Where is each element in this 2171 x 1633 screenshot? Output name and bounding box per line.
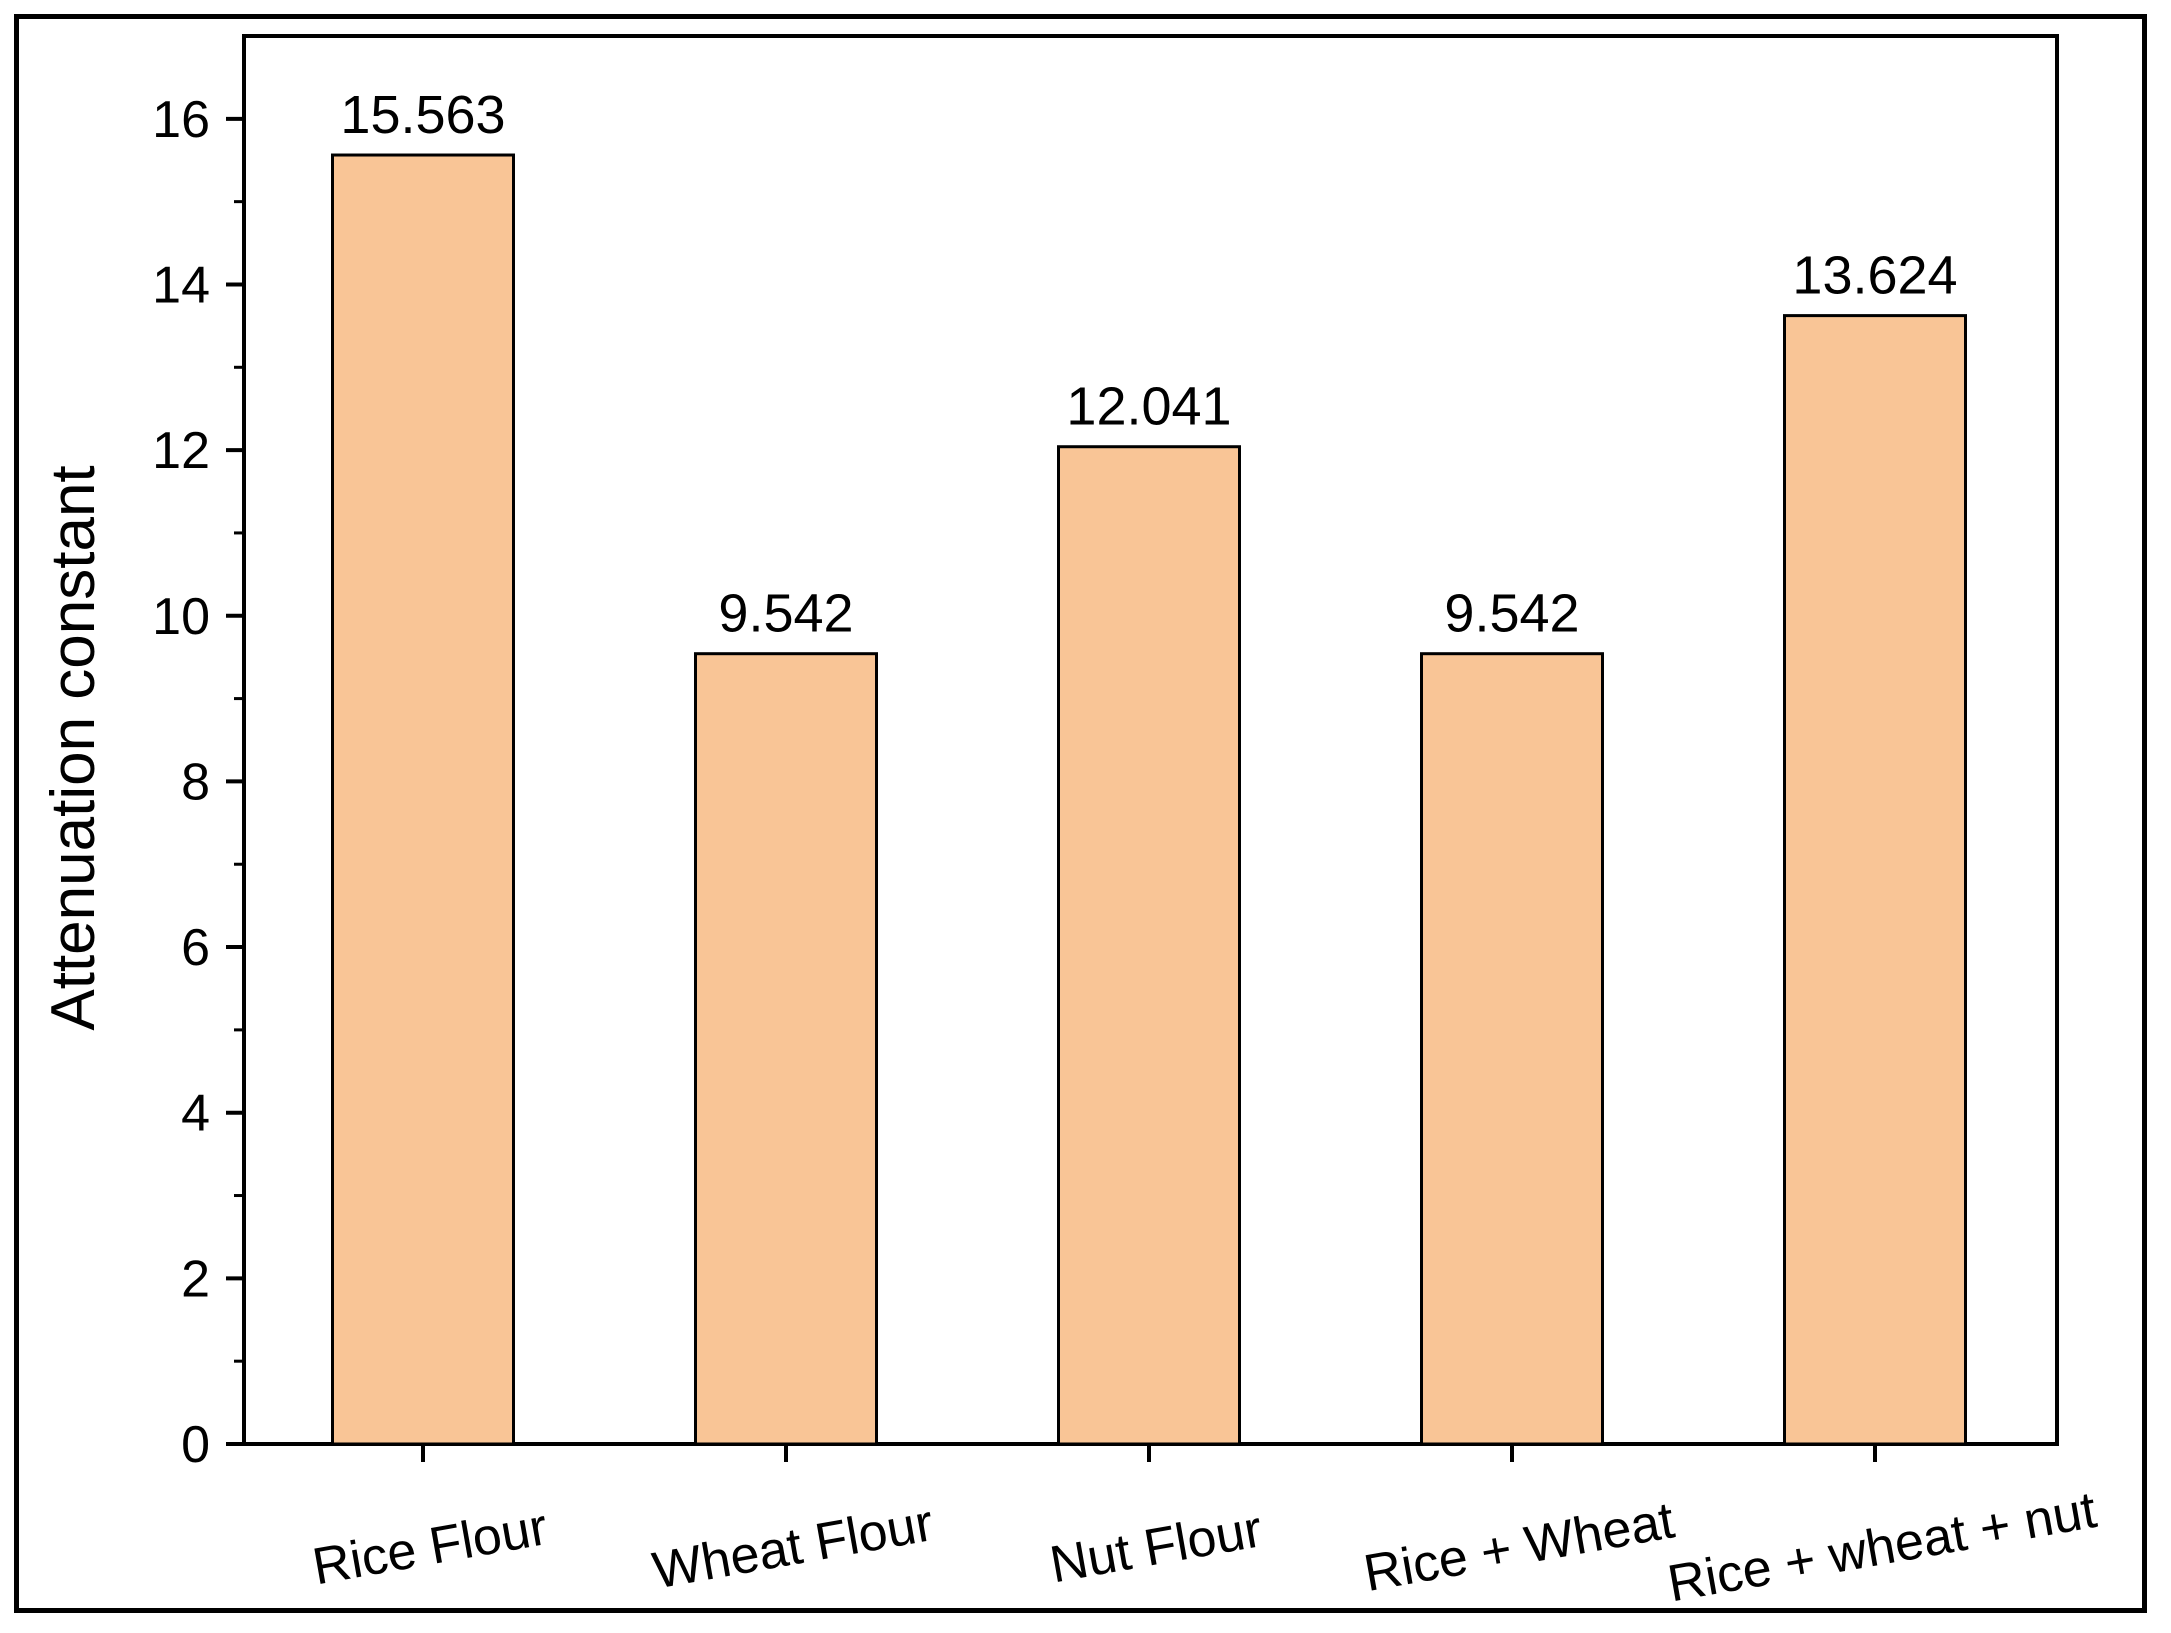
y-axis-title: Attenuation constant <box>39 465 108 1030</box>
y-tick-label: 12 <box>152 422 210 480</box>
x-tick-label: Wheat Flour <box>649 1494 938 1600</box>
x-tick-label: Rice + wheat + nut <box>1664 1481 2102 1614</box>
y-tick-label: 2 <box>181 1250 210 1308</box>
bar <box>331 153 515 1446</box>
bar <box>694 652 878 1446</box>
bar-value-label: 13.624 <box>1792 246 1957 306</box>
y-tick-label: 10 <box>152 588 210 646</box>
x-tick-label: Rice Flour <box>308 1498 551 1596</box>
bar <box>1783 314 1967 1446</box>
y-tick-label: 0 <box>181 1416 210 1474</box>
y-tick-label: 4 <box>181 1085 210 1143</box>
y-axis: 0 2 4 6 8 10 12 14 16 <box>152 91 244 1474</box>
y-tick-label: 14 <box>152 256 210 314</box>
y-tick-label: 16 <box>152 91 210 149</box>
y-tick-label: 8 <box>181 753 210 811</box>
bars-group: 15.563 9.542 12.041 9.542 13.624 <box>331 85 1967 1446</box>
bar-value-label: 12.041 <box>1066 377 1231 437</box>
x-axis: Rice Flour Wheat Flour Nut Flour Rice + Whe… <box>308 1444 2101 1613</box>
bar <box>1057 445 1241 1446</box>
bar-value-label: 9.542 <box>1444 584 1579 644</box>
bar <box>1420 652 1604 1446</box>
bar-value-label: 15.563 <box>340 85 505 145</box>
bar-value-label: 9.542 <box>718 584 853 644</box>
y-tick-label: 6 <box>181 919 210 977</box>
x-tick-label: Rice + Wheat <box>1360 1491 1679 1603</box>
x-tick-label: Nut Flour <box>1046 1500 1267 1594</box>
